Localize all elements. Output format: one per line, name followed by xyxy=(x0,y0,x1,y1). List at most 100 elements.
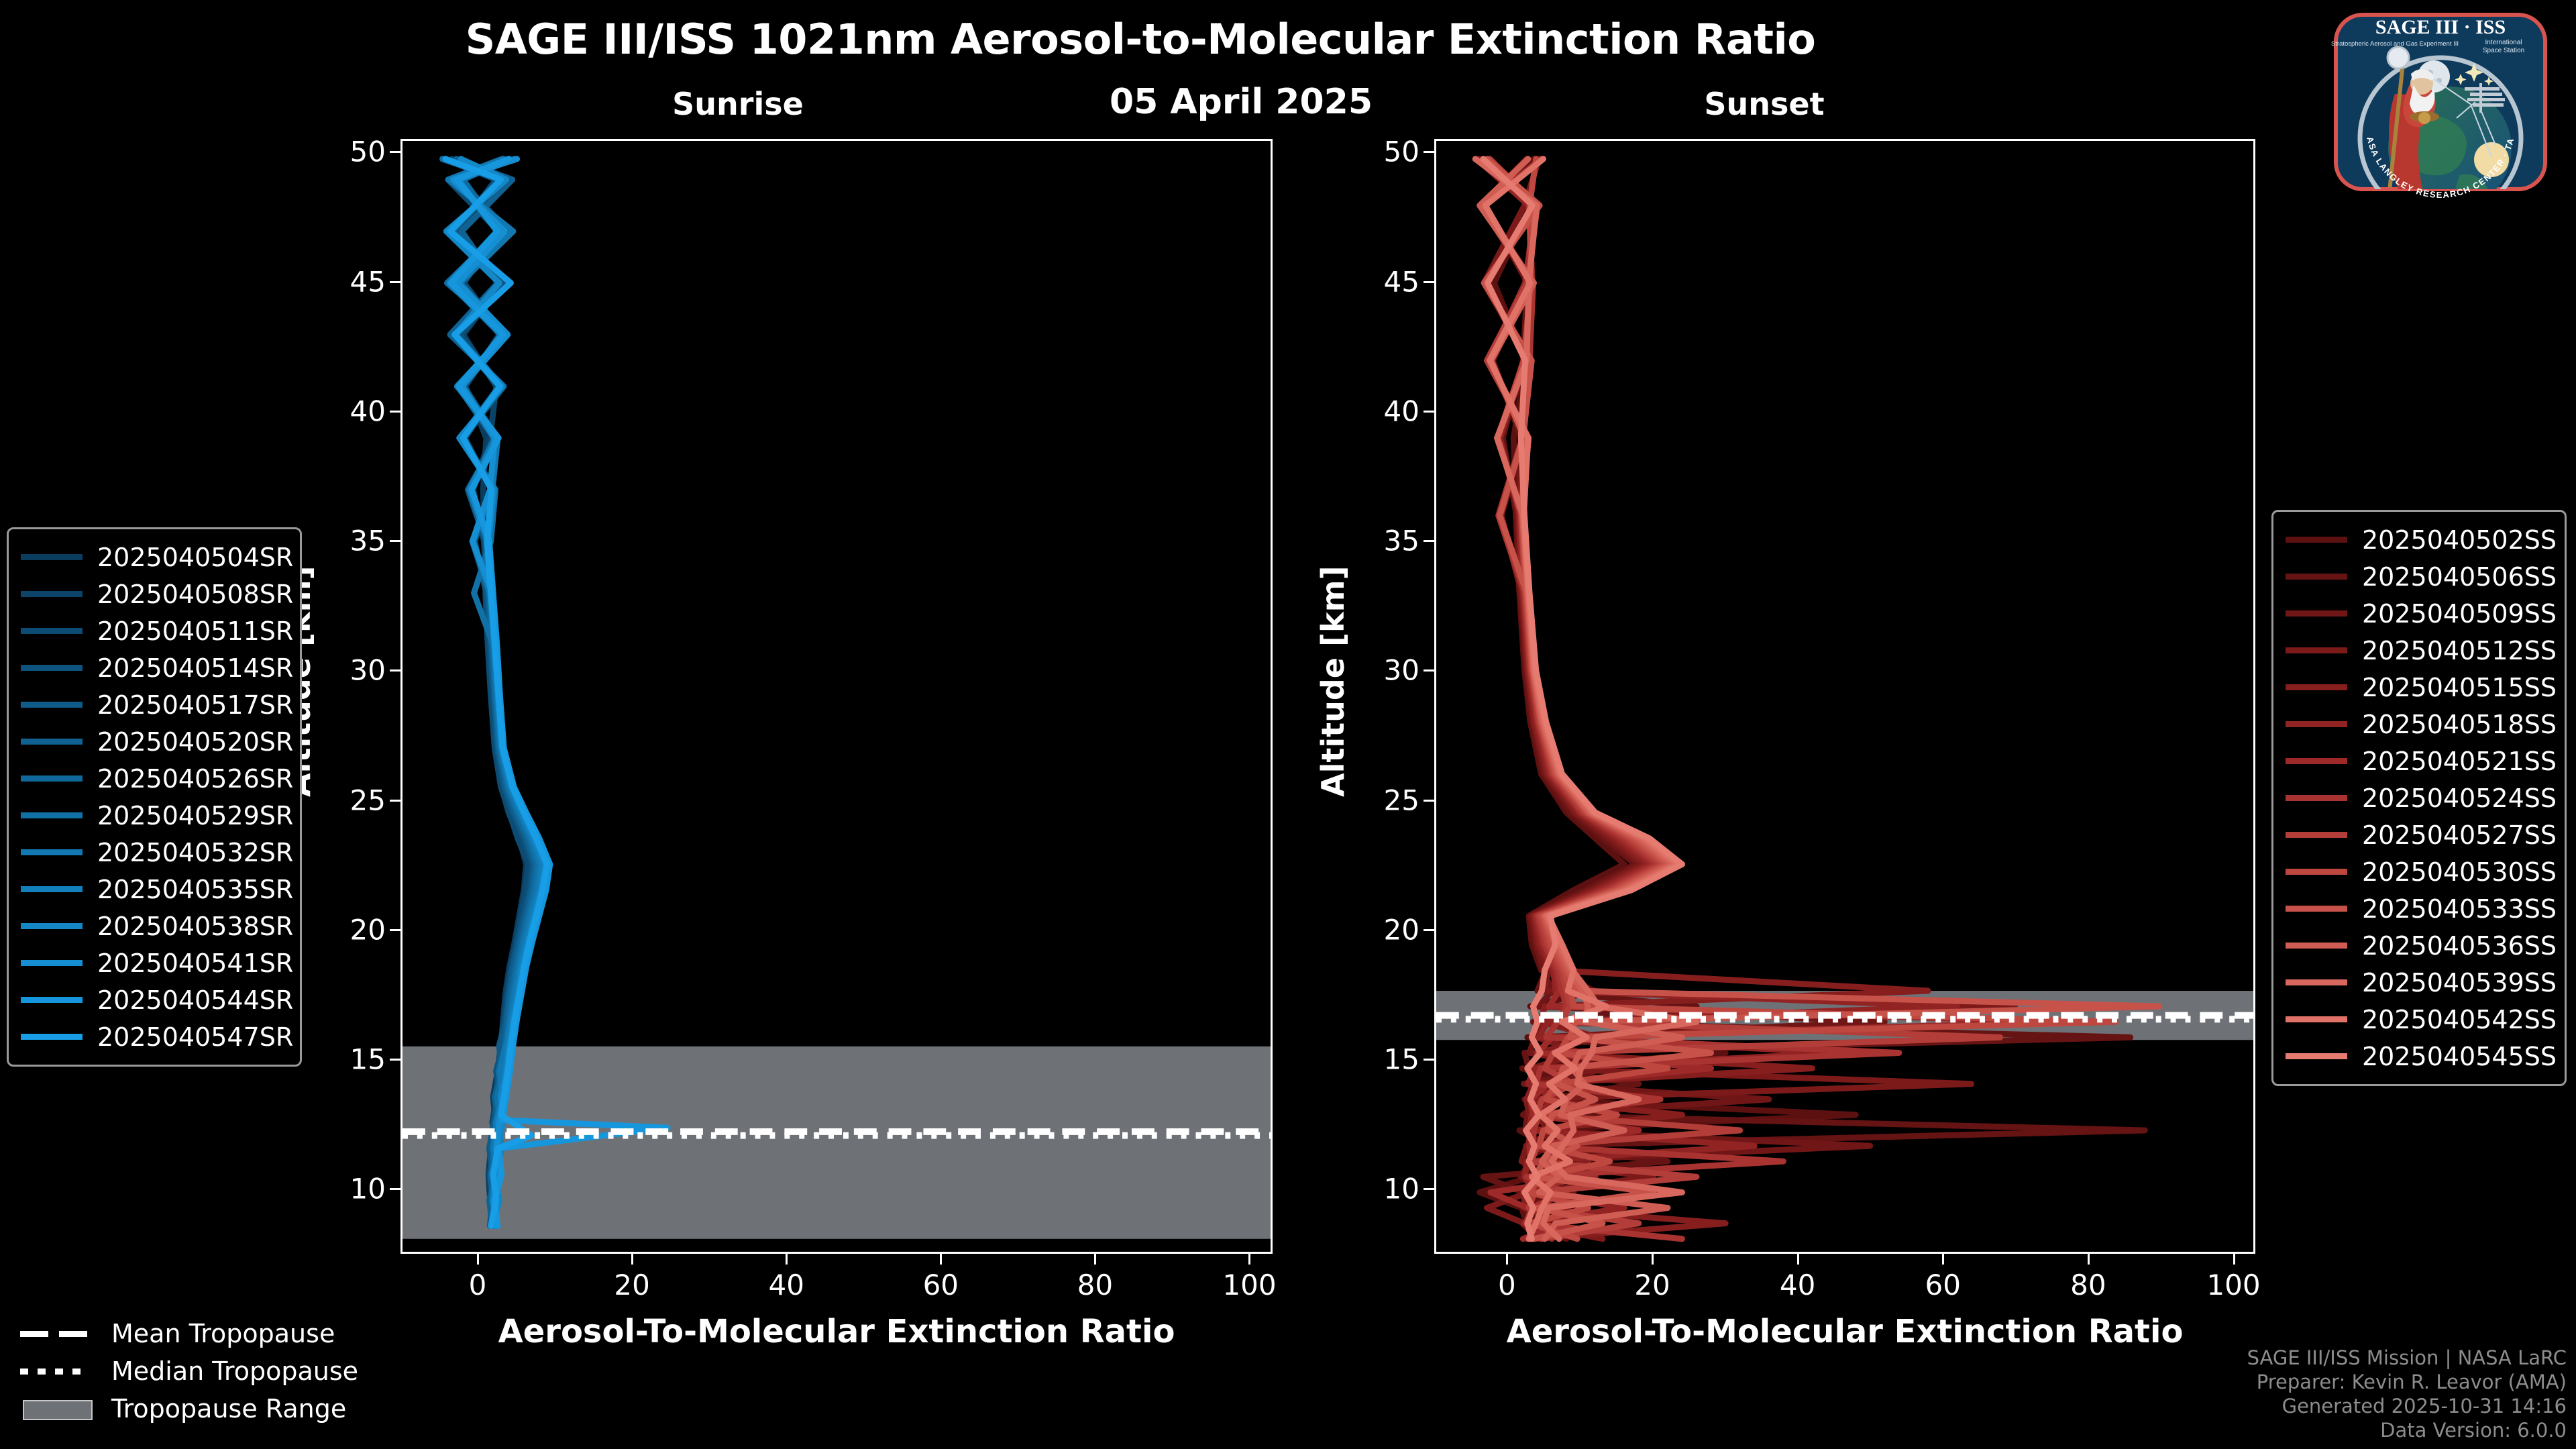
legend-item-2025040518SS[interactable]: 2025040518SS xyxy=(2286,706,2557,743)
legend-event-label: 2025040515SS xyxy=(2362,672,2557,702)
y-tick-label: 45 xyxy=(1383,265,1419,299)
sunset-profile-curves xyxy=(1436,156,2253,1242)
legend-event-label: 2025040532SR xyxy=(97,837,294,867)
legend-event-label: 2025040529SR xyxy=(97,800,294,830)
legend-event-label: 2025040536SS xyxy=(2362,930,2557,961)
y-tick-mark xyxy=(390,799,400,802)
legend-color-swatch xyxy=(2286,795,2347,801)
credits-line-mission: SAGE III/ISS Mission | NASA LaRC xyxy=(2247,1346,2567,1369)
sunrise-panel-label: Sunrise xyxy=(672,86,804,122)
x-tick-label: 60 xyxy=(1925,1269,1961,1301)
legend-color-swatch xyxy=(2286,758,2347,764)
legend-color-swatch xyxy=(21,960,83,966)
legend-event-label: 2025040521SS xyxy=(2362,746,2557,776)
legend-item-2025040508SR[interactable]: 2025040508SR xyxy=(21,576,293,612)
page-title: SAGE III/ISS 1021nm Aerosol-to-Molecular… xyxy=(465,15,1816,64)
legend-color-swatch xyxy=(2286,647,2347,653)
legend-event-label: 2025040535SR xyxy=(97,874,294,904)
legend-item-2025040536SS[interactable]: 2025040536SS xyxy=(2286,927,2557,964)
legend-item-2025040504SR[interactable]: 2025040504SR xyxy=(21,539,293,576)
sunrise-profile-curves xyxy=(402,156,1271,1239)
y-tick-mark xyxy=(390,280,400,283)
gray-band-swatch-icon xyxy=(20,1400,94,1420)
legend-event-label: 2025040506SS xyxy=(2362,561,2557,592)
legend-item-2025040524SS[interactable]: 2025040524SS xyxy=(2286,780,2557,816)
sunrise-plot-area xyxy=(400,139,1273,1254)
x-tick-label: 20 xyxy=(614,1269,650,1301)
legend-color-swatch xyxy=(2286,1053,2347,1059)
y-tick-mark xyxy=(1424,280,1434,283)
legend-color-swatch xyxy=(2286,1016,2347,1022)
y-tick-label: 50 xyxy=(350,135,386,168)
legend-color-swatch xyxy=(2286,721,2347,727)
legend-item-2025040512SS[interactable]: 2025040512SS xyxy=(2286,632,2557,669)
legend-item-2025040547SR[interactable]: 2025040547SR xyxy=(21,1018,293,1055)
legend-item-2025040517SR[interactable]: 2025040517SR xyxy=(21,686,293,723)
legend-color-swatch xyxy=(2286,979,2347,985)
legend-item-2025040509SS[interactable]: 2025040509SS xyxy=(2286,595,2557,632)
y-tick-mark xyxy=(390,928,400,931)
y-tick-mark xyxy=(1424,151,1434,154)
legend-item-2025040520SR[interactable]: 2025040520SR xyxy=(21,723,293,760)
observation-date: 05 April 2025 xyxy=(1109,82,1373,122)
y-tick-label: 25 xyxy=(350,784,386,817)
sunset-x-axis-title: Aerosol-To-Molecular Extinction Ratio xyxy=(1506,1313,2184,1350)
sunset-series-legend[interactable]: 2025040502SS 2025040506SS 2025040509SS 2025… xyxy=(2271,510,2567,1086)
legend-item-2025040515SS[interactable]: 2025040515SS xyxy=(2286,669,2557,706)
legend-color-swatch xyxy=(2286,832,2347,838)
legend-label-tropopause-range: Tropopause Range xyxy=(111,1394,347,1424)
legend-color-swatch xyxy=(21,1034,83,1040)
legend-item-2025040506SS[interactable]: 2025040506SS xyxy=(2286,558,2557,595)
legend-event-label: 2025040527SS xyxy=(2362,820,2557,850)
legend-item-2025040529SR[interactable]: 2025040529SR xyxy=(21,797,293,834)
legend-item-2025040533SS[interactable]: 2025040533SS xyxy=(2286,890,2557,927)
legend-event-label: 2025040509SS xyxy=(2362,598,2557,629)
legend-event-label: 2025040517SR xyxy=(97,690,294,720)
x-tick-mark xyxy=(477,1254,480,1265)
legend-item-2025040542SS[interactable]: 2025040542SS xyxy=(2286,1001,2557,1038)
sunrise-series-legend[interactable]: 2025040504SR 2025040508SR 2025040511SR 2025… xyxy=(7,527,302,1067)
legend-color-swatch xyxy=(21,812,83,818)
legend-color-swatch xyxy=(2286,906,2347,912)
legend-item-2025040544SR[interactable]: 2025040544SR xyxy=(21,981,293,1018)
legend-item-2025040502SS[interactable]: 2025040502SS xyxy=(2286,521,2557,558)
legend-item-2025040511SR[interactable]: 2025040511SR xyxy=(21,612,293,649)
y-tick-label: 50 xyxy=(1383,135,1419,168)
y-tick-mark xyxy=(390,669,400,672)
legend-item-2025040538SR[interactable]: 2025040538SR xyxy=(21,908,293,945)
legend-event-label: 2025040520SR xyxy=(97,727,294,757)
legend-item-2025040541SR[interactable]: 2025040541SR xyxy=(21,945,293,981)
legend-color-swatch xyxy=(21,923,83,929)
credits-block: SAGE III/ISS Mission | NASA LaRC Prepare… xyxy=(2247,1346,2567,1442)
legend-item-2025040539SS[interactable]: 2025040539SS xyxy=(2286,964,2557,1001)
legend-color-swatch xyxy=(21,665,83,671)
y-tick-label: 35 xyxy=(350,524,386,557)
patch-subtitle-right-2: Space Station xyxy=(2483,47,2524,54)
legend-item-2025040545SS[interactable]: 2025040545SS xyxy=(2286,1038,2557,1075)
legend-item-2025040530SS[interactable]: 2025040530SS xyxy=(2286,853,2557,890)
legend-item-2025040514SR[interactable]: 2025040514SR xyxy=(21,649,293,686)
x-tick-mark xyxy=(1942,1254,1945,1265)
x-tick-label: 40 xyxy=(1779,1269,1816,1301)
y-tick-mark xyxy=(1424,1059,1434,1061)
legend-item-2025040521SS[interactable]: 2025040521SS xyxy=(2286,743,2557,780)
legend-color-swatch xyxy=(21,739,83,745)
y-tick-label: 30 xyxy=(1383,653,1419,687)
legend-event-label: 2025040538SR xyxy=(97,911,294,941)
y-tick-label: 20 xyxy=(1383,913,1419,947)
legend-event-label: 2025040518SS xyxy=(2362,709,2557,739)
credits-line-version: Data Version: 6.0.0 xyxy=(2380,1419,2567,1442)
y-tick-mark xyxy=(390,1188,400,1191)
x-tick-label: 40 xyxy=(768,1269,804,1301)
y-tick-mark xyxy=(390,540,400,543)
y-tick-label: 15 xyxy=(1383,1042,1419,1076)
legend-event-label: 2025040539SS xyxy=(2362,967,2557,998)
legend-item-2025040532SR[interactable]: 2025040532SR xyxy=(21,834,293,871)
legend-item-2025040526SR[interactable]: 2025040526SR xyxy=(21,760,293,797)
legend-item-2025040535SR[interactable]: 2025040535SR xyxy=(21,871,293,908)
legend-item-2025040527SS[interactable]: 2025040527SS xyxy=(2286,816,2557,853)
legend-color-swatch xyxy=(2286,869,2347,875)
patch-subtitle-left: Stratospheric Aerosol and Gas Experiment… xyxy=(2331,40,2459,48)
legend-event-label: 2025040514SR xyxy=(97,653,294,683)
y-tick-mark xyxy=(1424,540,1434,543)
